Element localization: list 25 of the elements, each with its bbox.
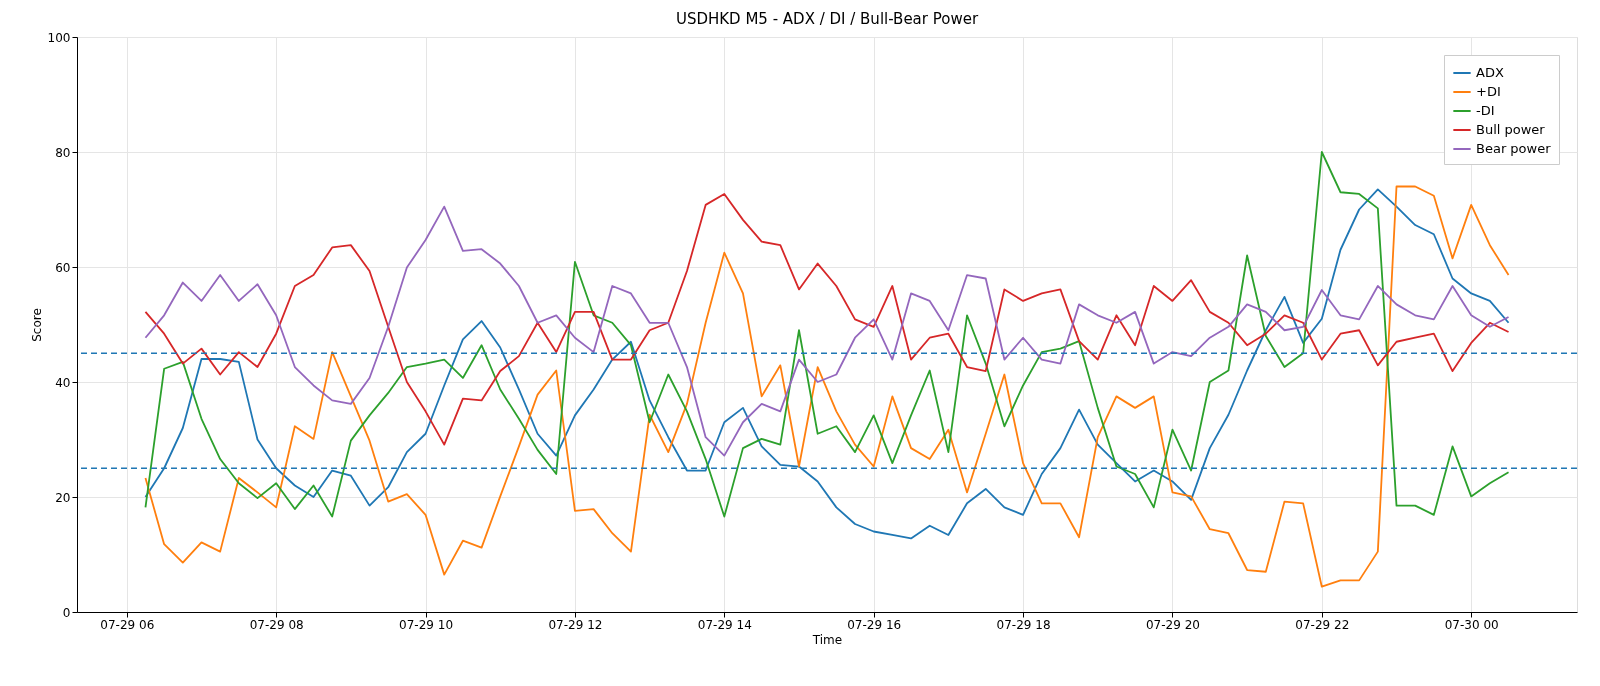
legend-label: Bull power (1476, 122, 1546, 137)
line-series (144, 151, 1510, 518)
legend-label: Bear power (1476, 141, 1552, 156)
x-axis-title: Time (811, 632, 843, 647)
x-tick-label: 07-29 22 (1295, 617, 1350, 632)
x-tick-label: 07-29 10 (399, 617, 454, 632)
x-tick-label: 07-29 18 (996, 617, 1051, 632)
y-axis-title: Score (29, 308, 44, 342)
x-tick-label: 07-29 06 (100, 617, 155, 632)
legend-label: ADX (1476, 65, 1504, 80)
x-tick-label: 07-29 12 (548, 617, 603, 632)
x-tick-label: 07-29 20 (1145, 617, 1200, 632)
x-tick-label: 07-30 00 (1444, 617, 1499, 632)
chart-title: USDHKD M5 - ADX / DI / Bull-Bear Power (675, 10, 979, 28)
x-tick-label: 07-29 08 (249, 617, 304, 632)
y-tick-label: 20 (55, 490, 71, 505)
y-tick-label: 60 (55, 260, 71, 275)
x-tick-label: 07-29 16 (847, 617, 902, 632)
y-tick-label: 100 (47, 30, 71, 45)
y-tick-label: 0 (62, 605, 71, 620)
y-tick-label: 40 (55, 375, 71, 390)
y-tick-label: 80 (55, 145, 71, 160)
x-tick-label: 07-29 14 (697, 617, 752, 632)
legend-label: +DI (1476, 84, 1501, 99)
legend-label: -DI (1476, 103, 1495, 118)
